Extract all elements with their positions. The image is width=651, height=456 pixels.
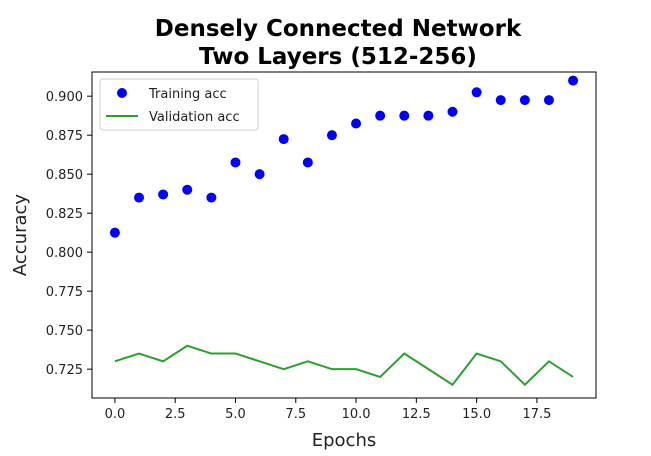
training-acc-point: [182, 184, 193, 195]
y-tick-label: 0.875: [46, 129, 83, 144]
series-layer: [109, 75, 579, 387]
legend-label-validation-acc: Validation acc: [149, 110, 240, 125]
training-acc-point: [375, 110, 386, 121]
training-acc-point: [568, 75, 579, 86]
y-axis: 0.725 0.750 0.775 0.800 0.825 0.850 0.875 0.900: [46, 90, 92, 378]
legend-box: [99, 78, 259, 131]
y-tick-label: 0.750: [46, 324, 83, 339]
legend: Training acc Validation acc: [99, 78, 259, 131]
x-tick-label: 10.0: [342, 407, 371, 422]
training-acc-point: [471, 87, 482, 98]
training-acc-point: [230, 157, 241, 168]
x-tick-label: 0.0: [105, 407, 126, 422]
y-tick-label: 0.800: [46, 246, 83, 261]
training-acc-point: [399, 110, 410, 121]
validation-acc-line: [114, 344, 574, 387]
training-acc-point: [351, 118, 362, 129]
plot-area: [91, 71, 597, 399]
training-acc-point: [109, 227, 120, 238]
training-acc-point: [254, 169, 265, 180]
y-axis-label: Accuracy: [10, 194, 31, 277]
training-acc-point: [302, 157, 313, 168]
y-tick-label: 0.825: [46, 207, 83, 222]
x-tick-label: 5.0: [225, 407, 246, 422]
training-acc-point: [495, 95, 506, 106]
chart-title: Densely Connected Network Two Layers (51…: [155, 16, 522, 70]
training-acc-point: [447, 106, 458, 117]
y-tick-label: 0.850: [46, 168, 83, 183]
chart-title-line-2: Two Layers (512-256): [199, 44, 477, 70]
training-acc-point: [326, 130, 337, 141]
y-tick-label: 0.775: [46, 285, 83, 300]
x-axis: 0.0 2.5 5.0 7.5 10.0 12.5 15.0 17.5: [105, 398, 551, 422]
x-tick-label: 17.5: [522, 407, 551, 422]
chart-title-line-1: Densely Connected Network: [155, 16, 522, 42]
training-acc-point: [134, 192, 145, 203]
y-tick-label: 0.900: [46, 90, 83, 105]
x-tick-label: 7.5: [285, 407, 306, 422]
training-acc-point: [158, 189, 169, 200]
x-tick-label: 2.5: [165, 407, 186, 422]
y-tick-label: 0.725: [46, 363, 83, 378]
training-acc-point: [423, 110, 434, 121]
legend-marker-training-acc: [117, 88, 127, 98]
training-acc-point: [519, 95, 530, 106]
legend-label-training-acc: Training acc: [148, 87, 227, 102]
training-acc-point: [278, 134, 289, 145]
training-acc-point: [206, 192, 217, 203]
training-acc-point: [543, 95, 554, 106]
x-tick-label: 15.0: [462, 407, 491, 422]
x-axis-label: Epochs: [312, 430, 377, 451]
x-tick-label: 12.5: [402, 407, 431, 422]
